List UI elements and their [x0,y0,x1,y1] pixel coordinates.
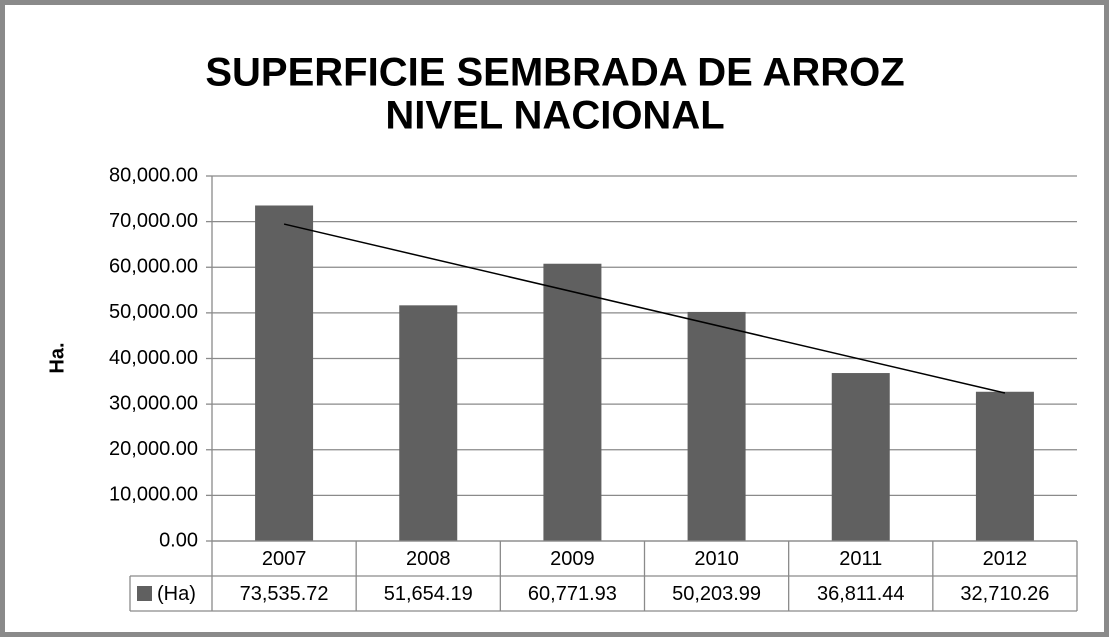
x-tick-label: 2009 [550,548,595,570]
y-tick-label: 80,000.00 [109,164,198,186]
trend-line [283,223,1006,394]
table-value: 60,771.93 [528,583,617,605]
y-tick-label: 20,000.00 [109,438,198,460]
bar [975,391,1034,541]
legend-key [137,586,152,601]
y-tick-label: 0.00 [159,529,198,551]
table-value: 50,203.99 [672,583,761,605]
table-value: 36,811.44 [817,583,905,605]
x-tick-label: 2011 [839,548,882,570]
x-tick-label: 2007 [262,548,307,570]
table-value: 73,535.72 [240,583,329,605]
table-value: 32,710.26 [960,583,1049,605]
x-tick-label: 2008 [406,548,451,570]
y-tick-label: 30,000.00 [109,392,198,414]
y-tick-label: 70,000.00 [109,210,198,232]
bar [255,205,314,541]
chart-title: SUPERFICIE SEMBRADA DE ARROZ [205,51,904,95]
y-tick-label: 60,000.00 [109,256,198,278]
y-axis-label: Ha. [46,342,68,373]
legend-label: (Ha) [157,583,196,605]
bar [399,305,458,541]
chart-title: NIVEL NACIONAL [385,94,724,138]
y-tick-label: 50,000.00 [109,301,198,323]
y-tick-label: 40,000.00 [109,347,198,369]
table-value: 51,654.19 [384,583,473,605]
bar [687,311,746,541]
bar [543,263,602,541]
y-tick-label: 10,000.00 [109,484,198,506]
x-tick-label: 2010 [694,548,739,570]
bar [831,373,890,541]
x-tick-label: 2012 [983,548,1028,570]
